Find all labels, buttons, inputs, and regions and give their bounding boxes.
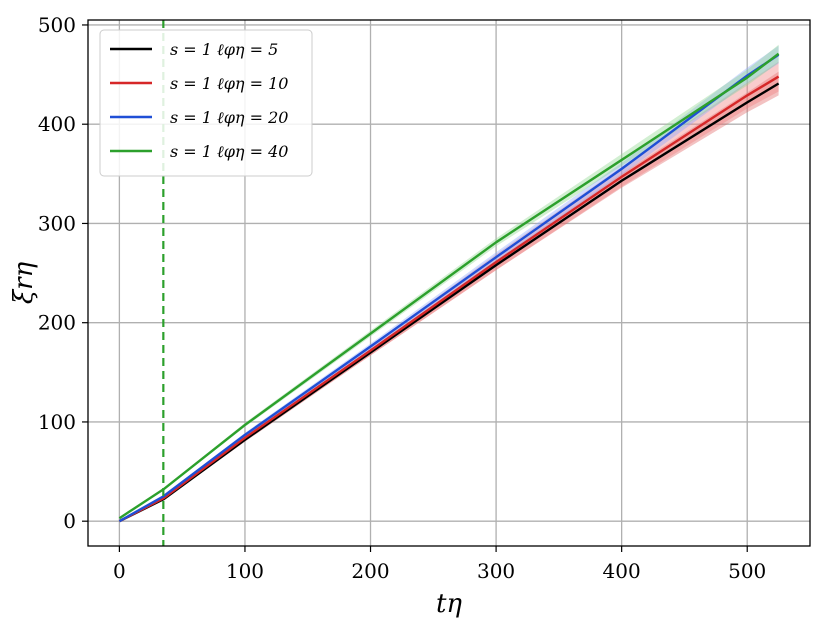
legend-label-4: s = 1 ℓφη = 40 [170,142,288,161]
y-axis-label: ξrη [9,261,39,304]
series-2-line [118,75,780,523]
x-tick-label: 400 [603,559,641,583]
y-tick-label: 300 [38,211,76,235]
tick-layer: 0 100 200 300 400 500 0 100 200 300 400 500 [38,13,766,583]
legend-label-2: s = 1 ℓφη = 10 [170,74,288,93]
legend-label-3: s = 1 ℓφη = 20 [170,108,288,127]
y-tick-label: 500 [38,13,76,37]
y-tick-label: 400 [38,112,76,136]
x-tick-label: 0 [113,559,126,583]
series-4-band [119,44,779,519]
x-tick-label: 100 [226,559,264,583]
y-tick-label: 0 [63,509,76,533]
axes-layer [87,19,811,547]
line-layer [118,52,780,523]
y-tick-label: 100 [38,410,76,434]
legend: s = 1 ℓφη = 5 s = 1 ℓφη = 10 s = 1 ℓφη = 2… [99,29,313,177]
series-4-line [118,52,780,520]
x-tick-label: 500 [728,559,766,583]
legend-box [99,29,313,177]
legend-label-1: s = 1 ℓφη = 5 [170,40,278,59]
plot-frame [87,19,811,547]
x-axis-label: tη [436,589,462,619]
y-tick-label: 200 [38,311,76,335]
x-tick-label: 200 [351,559,389,583]
x-tick-label: 300 [477,559,515,583]
